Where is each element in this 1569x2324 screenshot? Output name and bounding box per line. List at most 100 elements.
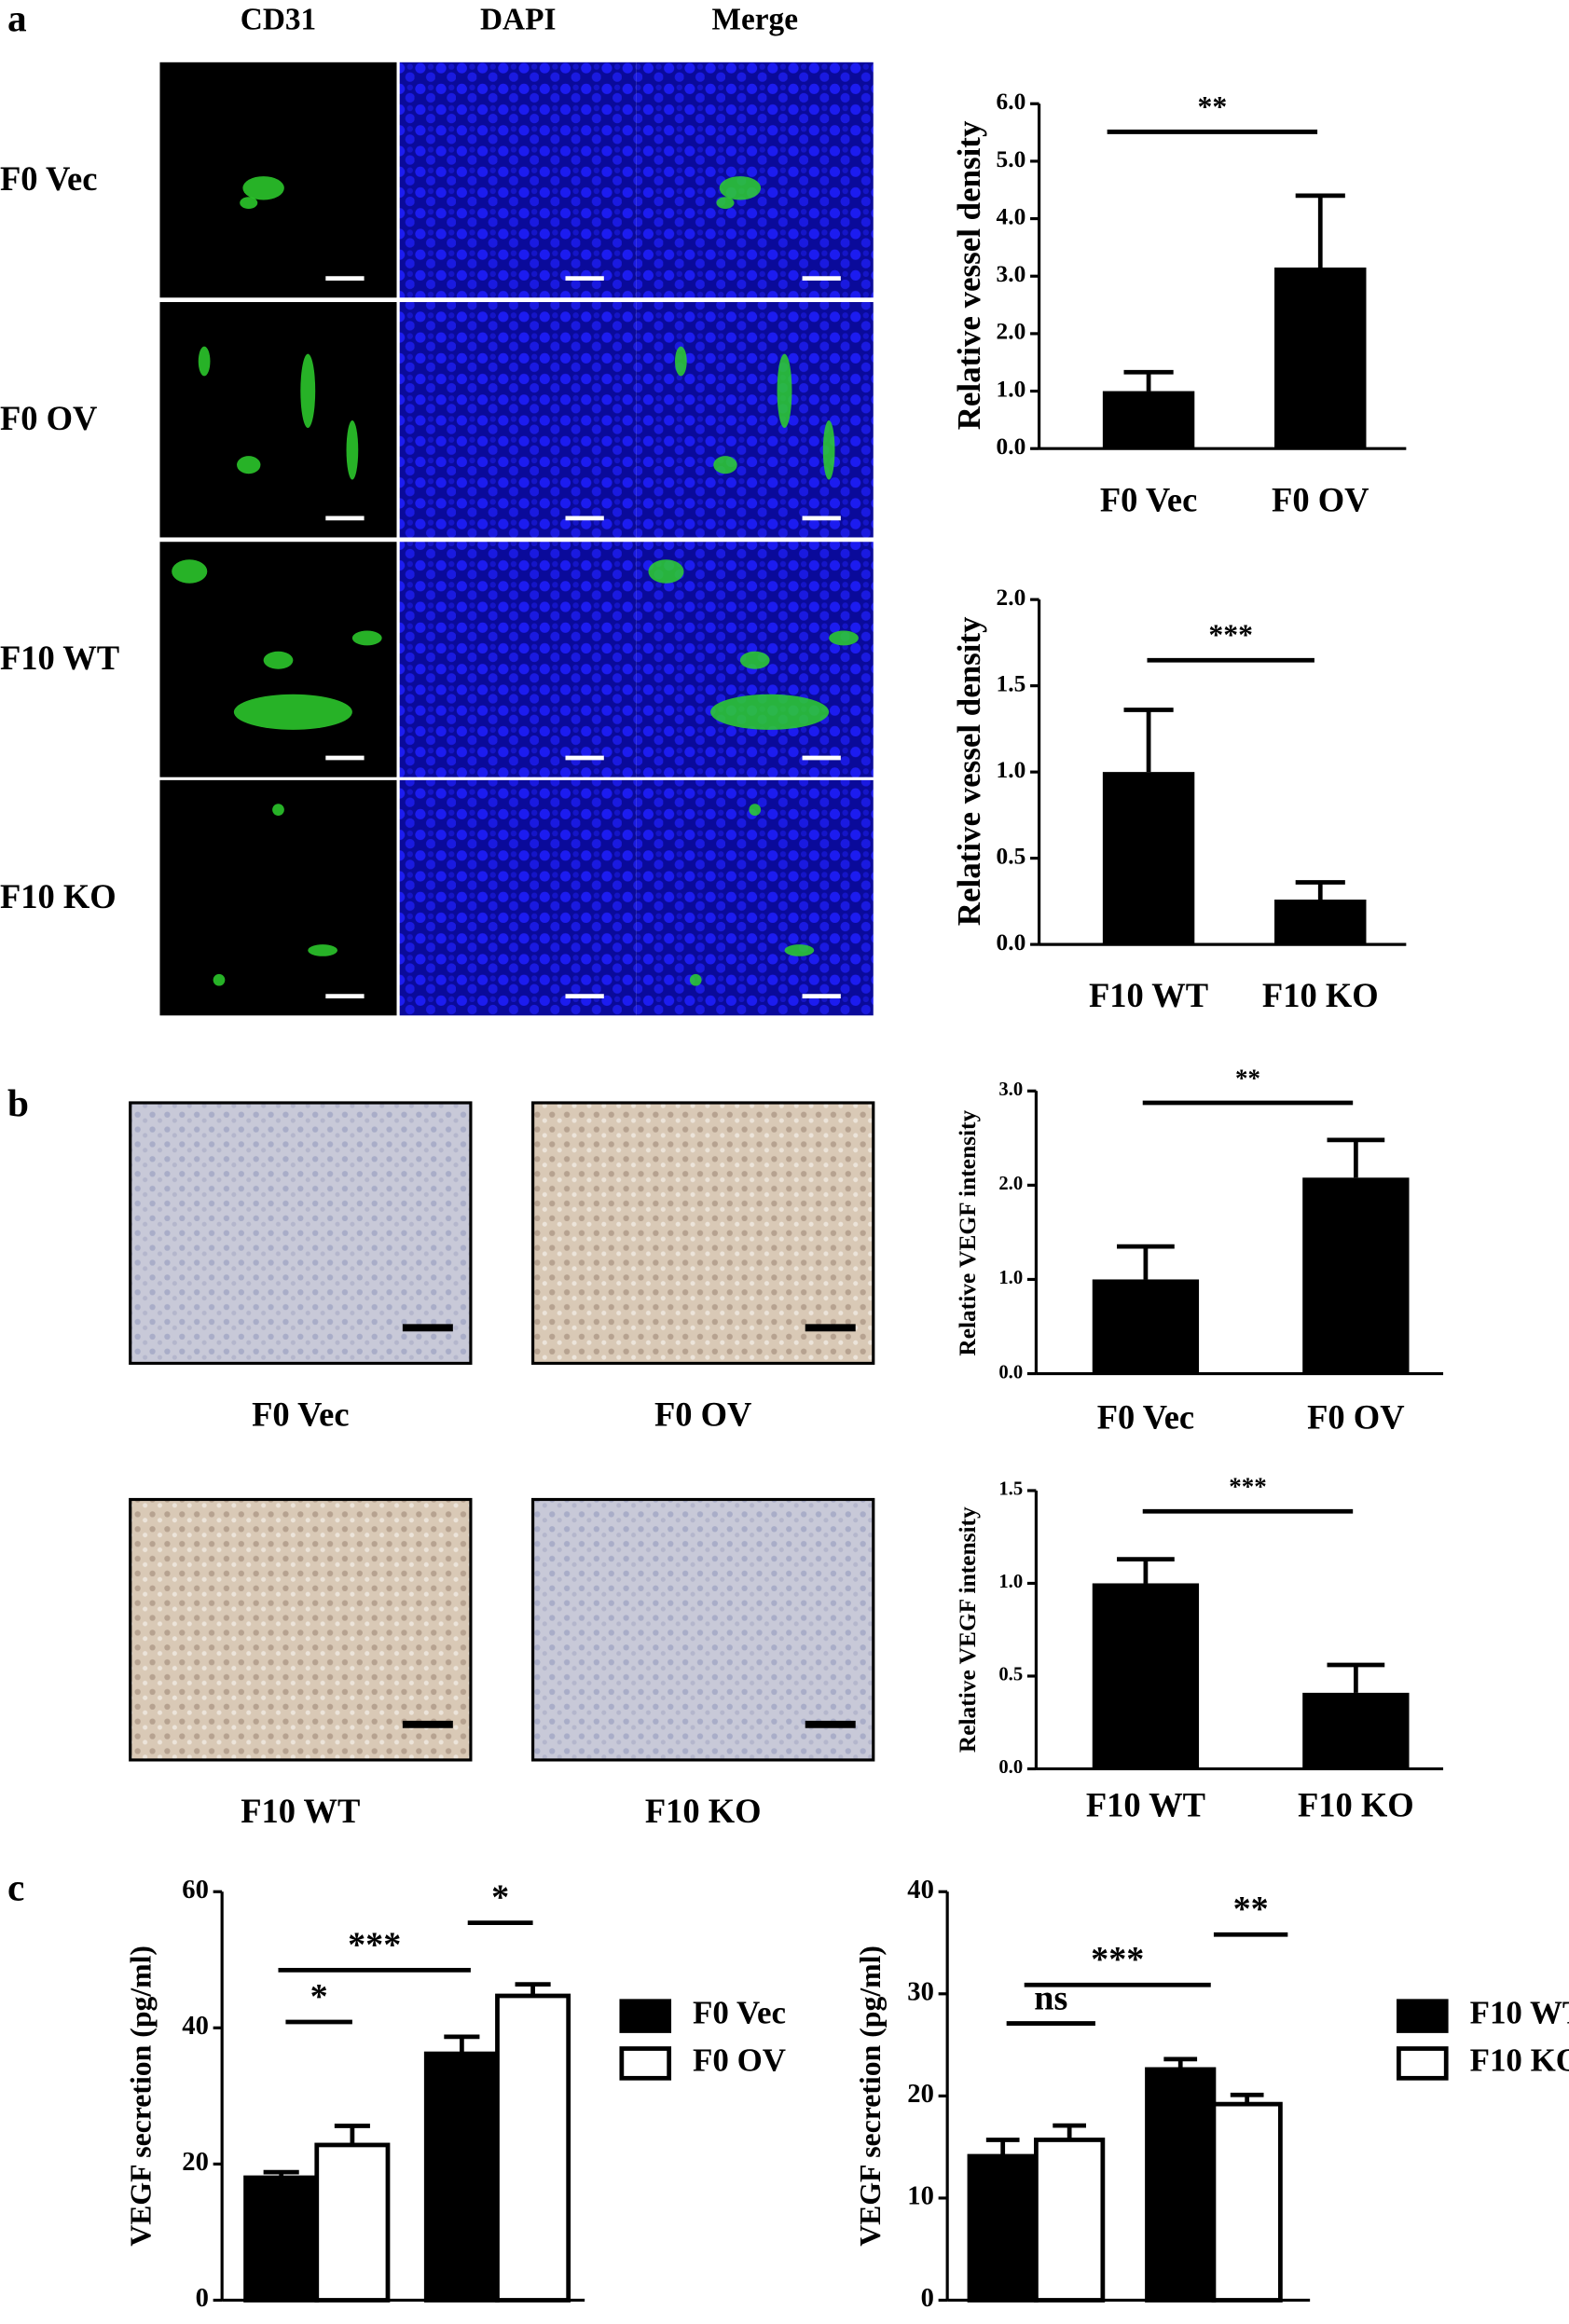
cd31-signal <box>172 559 208 584</box>
legend-label: F10 KO <box>1470 2042 1569 2078</box>
y-tick-label: 2.0 <box>997 584 1026 611</box>
ihc-image <box>129 1101 473 1366</box>
x-tick-label: CoCl₂ <box>1173 2320 1255 2324</box>
cd31-signal <box>716 197 735 209</box>
bar <box>1211 2101 1283 2303</box>
bar <box>1274 900 1367 945</box>
y-tick-label: 10 <box>907 2181 934 2210</box>
significance-label: *** <box>348 1925 401 1964</box>
y-tick-label: 0 <box>921 2284 934 2313</box>
cd31-signal <box>710 694 830 730</box>
y-tick-label: 1.0 <box>998 1572 1023 1592</box>
cd31-signal <box>351 630 382 646</box>
legend-swatch <box>1397 1999 1449 2033</box>
cd31-signal <box>749 804 762 816</box>
y-axis-label: Relative VEGF intensity <box>955 1506 981 1753</box>
cd31-signal <box>648 559 684 584</box>
row-label: F10 KO <box>0 877 117 915</box>
channel-label: CD31 <box>241 3 316 37</box>
row-label: F10 WT <box>0 639 119 677</box>
legend-label: F0 Vec <box>693 1995 786 2031</box>
y-tick-label: 20 <box>182 2148 209 2177</box>
cd31-signal <box>739 651 770 669</box>
y-tick-label: 3.0 <box>997 261 1026 287</box>
cd31-signal <box>829 630 859 646</box>
microscopy-grid <box>159 62 874 1016</box>
y-tick-label: 4.0 <box>997 203 1026 229</box>
channel-label: DAPI <box>480 3 556 37</box>
cd31-signal <box>263 651 294 669</box>
cd31-signal <box>237 456 261 474</box>
y-tick-label: 0.0 <box>998 1362 1023 1382</box>
y-tick-label: 1.5 <box>997 670 1026 696</box>
x-tick-label: PBS <box>1006 2320 1066 2324</box>
bar <box>1302 1692 1410 1769</box>
y-tick-label: 60 <box>182 1876 209 1905</box>
row-label: F0 OV <box>0 399 97 437</box>
y-tick-label: 1.0 <box>997 757 1026 783</box>
cd31-signal <box>784 944 815 956</box>
cd31-signal <box>308 944 338 956</box>
ihc-image <box>530 1101 875 1366</box>
y-tick-label: 1.0 <box>998 1268 1023 1288</box>
significance-label: * <box>491 1878 509 1918</box>
bar <box>1102 772 1195 945</box>
panel-letter: c <box>7 1866 24 1909</box>
cd31-signal <box>822 420 835 480</box>
y-tick-label: 5.0 <box>997 146 1026 172</box>
y-tick-label: 6.0 <box>997 89 1026 115</box>
y-tick-label: 0.0 <box>998 1757 1023 1778</box>
y-axis-label: Relative vessel density <box>951 616 987 926</box>
significance-label: ** <box>1233 1890 1269 1929</box>
y-axis-label: Relative VEGF intensity <box>955 1110 981 1356</box>
y-tick-label: 0.0 <box>997 433 1026 460</box>
significance-label: *** <box>1229 1473 1266 1501</box>
y-tick-label: 0.5 <box>998 1665 1023 1685</box>
y-tick-label: 1.5 <box>998 1479 1023 1500</box>
bar <box>1092 1279 1200 1374</box>
y-tick-label: 2.0 <box>997 319 1026 345</box>
micrograph <box>399 302 637 538</box>
bar <box>423 2051 500 2303</box>
micrograph <box>399 779 637 1016</box>
cd31-signal <box>213 973 226 986</box>
ihc-label: F0 OV <box>654 1396 751 1434</box>
bar <box>314 2142 391 2303</box>
ihc-image <box>129 1497 473 1762</box>
y-tick-label: 40 <box>182 2012 209 2041</box>
x-tick-label: F10 KO <box>1298 1786 1414 1824</box>
micrograph <box>159 779 397 1016</box>
ihc-label: F10 WT <box>241 1792 360 1830</box>
x-tick-label: F0 OV <box>1272 480 1369 518</box>
cd31-signal <box>346 420 359 480</box>
x-tick-label: F10 WT <box>1086 1786 1205 1824</box>
bar <box>1302 1177 1410 1374</box>
y-axis-label: VEGF secretion (pg/ml) <box>124 1946 157 2247</box>
significance-label: *** <box>1091 1940 1144 1979</box>
cd31-signal <box>777 353 792 428</box>
y-tick-label: 0.5 <box>997 843 1026 869</box>
legend-swatch <box>619 2046 672 2081</box>
bar <box>243 2175 320 2303</box>
y-tick-label: 2.0 <box>998 1174 1023 1194</box>
significance-label: * <box>310 1977 328 2016</box>
x-tick-label: F0 Vec <box>1097 1398 1194 1437</box>
significance-label: ** <box>1197 90 1227 123</box>
cd31-signal <box>198 346 211 377</box>
y-axis-label: VEGF secretion (pg/ml) <box>854 1946 887 2247</box>
bar <box>1102 391 1195 449</box>
significance-label: *** <box>1208 619 1253 652</box>
micrograph <box>159 302 397 538</box>
ihc-images <box>129 1101 875 1762</box>
ihc-label: F10 KO <box>645 1792 762 1830</box>
panel-letter: a <box>7 0 27 39</box>
legend-label: F0 OV <box>693 2042 786 2078</box>
channel-label: Merge <box>711 3 797 37</box>
y-tick-label: 20 <box>907 2080 934 2109</box>
bar <box>1092 1583 1200 1769</box>
legend-swatch <box>619 1999 672 2033</box>
bar <box>967 2153 1039 2303</box>
x-tick-label: CoCl₂ <box>456 2320 538 2324</box>
x-tick-label: F0 Vec <box>1100 480 1197 518</box>
